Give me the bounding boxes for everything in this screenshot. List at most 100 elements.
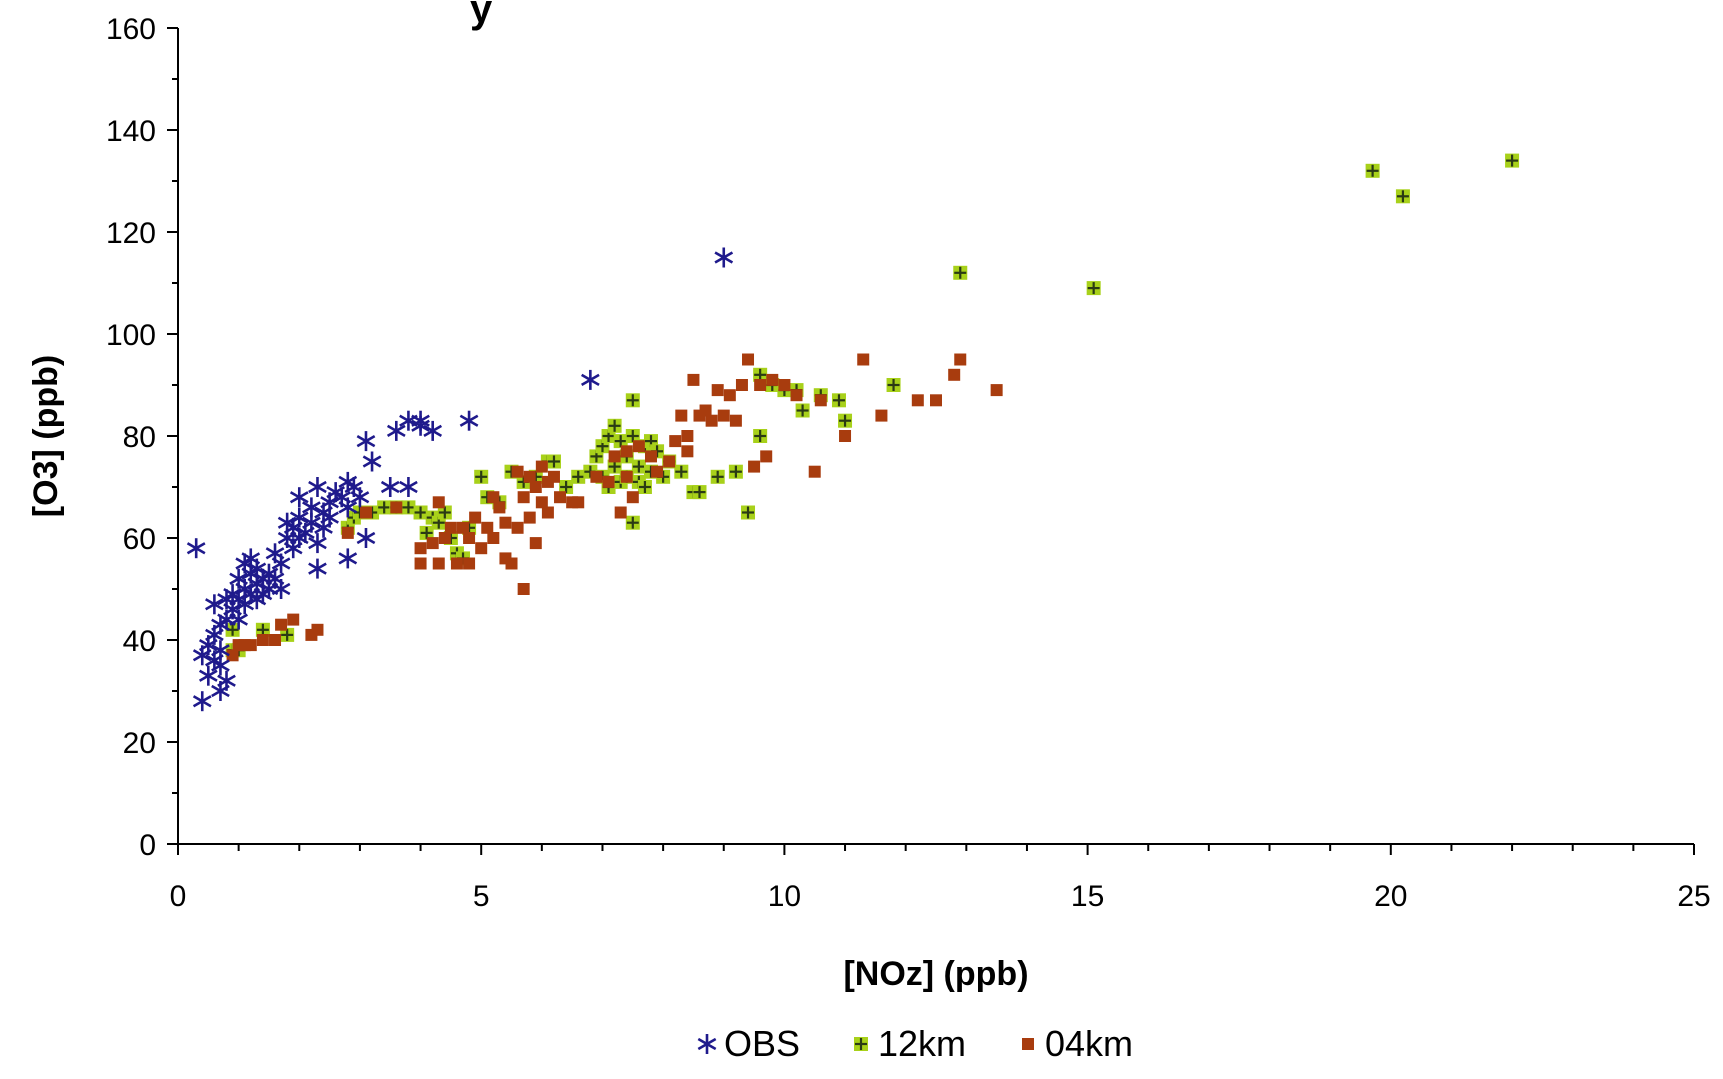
legend-marker-obs [697,1034,717,1054]
data-point-04km [778,379,791,391]
data-point-04km [990,384,1003,397]
data-point-04km [954,353,967,366]
y-tick-label: 100 [106,319,156,352]
data-point-04km [911,394,924,407]
data-point-12km [728,464,743,479]
data-point-obs [211,640,230,661]
data-point-04km [857,353,870,366]
data-point-04km [626,491,639,504]
data-point-04km [499,516,512,529]
series-obs [186,247,734,712]
x-tick-label: 25 [1677,880,1710,913]
legend-marker-04km [1022,1038,1034,1050]
data-point-12km [631,459,646,474]
data-point-04km [450,557,463,570]
data-point-12km [401,500,416,515]
data-point-12km [741,505,756,520]
data-point-12km [613,434,628,449]
data-point-04km [493,501,506,514]
series-04km [226,353,1003,662]
data-point-obs [192,691,212,712]
data-point-04km [742,353,755,366]
data-point-04km [687,373,700,386]
data-point-12km [625,429,640,443]
data-point-04km [311,623,324,636]
data-point-04km [729,414,742,427]
legend-marker-04km [1022,1038,1034,1050]
y-axis-title: [O3] (ppb) [27,355,65,517]
legend: OBS 12km 04km [697,1023,1133,1064]
data-point-04km [275,618,288,631]
data-point-obs [289,507,309,528]
data-point-04km [614,506,627,519]
data-point-04km [620,445,633,458]
data-point-04km [535,496,548,509]
data-point-obs [714,247,734,268]
data-point-obs [271,579,291,599]
data-point-04km [717,409,730,422]
chart-title-fragment: y [470,0,493,31]
data-point-04km [790,389,803,402]
data-point-04km [711,384,724,397]
data-point-12km [607,418,622,433]
data-point-obs [386,420,406,441]
data-point-04km [511,465,524,478]
data-point-04km [359,506,372,519]
data-point-04km [723,389,736,402]
data-point-04km [681,430,694,442]
data-point-04km [748,460,761,473]
data-point-obs [380,477,400,497]
data-point-04km [226,649,239,662]
data-point-04km [414,542,427,555]
y-tick-label: 0 [139,829,156,862]
y-tick-label: 80 [123,421,156,454]
data-point-obs [459,410,479,431]
legend-label-obs: OBS [724,1023,800,1064]
data-point-04km [754,379,767,391]
data-point-04km [414,557,427,570]
data-point-obs [289,487,309,508]
data-point-12km [753,367,768,382]
data-point-04km [632,440,645,453]
data-point-04km [669,435,682,448]
y-tick-label: 20 [123,727,156,760]
data-point-04km [572,496,585,509]
data-point-12km [692,485,707,500]
legend-label-12km: 12km [878,1023,966,1064]
data-point-04km [681,445,694,458]
data-point-12km [1395,189,1410,204]
data-point-obs [411,410,430,431]
y-tick-label: 160 [106,13,156,46]
data-point-04km [529,537,542,550]
data-point-04km [487,491,500,504]
data-point-04km [663,455,676,468]
data-point-04km [766,373,779,386]
data-point-04km [517,583,530,595]
data-point-04km [469,511,482,524]
data-point-04km [814,394,827,407]
data-point-obs [356,528,376,548]
data-point-obs [308,533,327,554]
legend-item-12km: 12km [854,1023,966,1064]
data-point-04km [432,557,445,570]
data-point-obs [198,665,218,686]
legend-item-04km: 04km [1022,1023,1133,1064]
data-point-04km [341,526,354,539]
legend-marker-12km [854,1037,868,1051]
data-point-obs [356,431,376,452]
data-point-04km [505,557,518,570]
data-point-04km [269,634,282,646]
data-point-12km [1505,153,1520,168]
data-point-12km [559,480,574,494]
data-point-04km [760,450,773,463]
data-point-04km [517,491,530,504]
x-axis-title: [NOz] (ppb) [843,955,1028,993]
data-point-12km [753,429,768,443]
data-point-04km [875,409,888,422]
data-point-obs [338,548,358,569]
data-point-04km [808,465,821,478]
data-point-12km [413,505,428,520]
data-point-12km [546,454,561,469]
data-point-04km [432,496,445,509]
